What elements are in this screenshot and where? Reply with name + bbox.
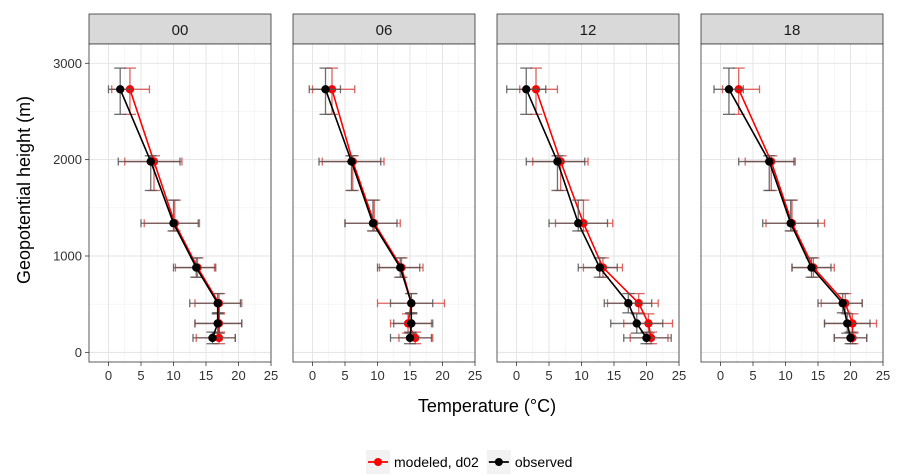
facet-strip-label: 00 xyxy=(172,22,189,39)
y-tick-label: 1000 xyxy=(53,249,82,264)
data-point-observed xyxy=(632,319,641,328)
data-point-observed xyxy=(574,219,583,228)
x-tick-label: 15 xyxy=(607,368,621,383)
facet-strip-label: 06 xyxy=(376,22,393,39)
panel-border xyxy=(700,43,884,363)
x-tick-label: 10 xyxy=(778,368,792,383)
data-point-observed xyxy=(786,219,795,228)
facet-panel-18: 18 0 5 10 15 20 25 xyxy=(700,13,890,383)
legend-key-point xyxy=(494,458,503,466)
y-axis-title: Geopotential height (m) xyxy=(14,96,34,284)
x-axis-title: Temperature (°C) xyxy=(418,396,556,416)
facet-strip-label: 12 xyxy=(580,22,597,39)
panel-border xyxy=(292,43,476,363)
x-tick-label: 20 xyxy=(231,368,245,383)
data-point-observed xyxy=(807,263,816,272)
data-point-observed xyxy=(624,299,633,308)
data-point-observed xyxy=(347,157,356,166)
legend-entry: modeled, d02 xyxy=(366,450,479,474)
x-tick-label: 10 xyxy=(166,368,180,383)
x-tick-label: 25 xyxy=(876,368,890,383)
x-tick-label: 20 xyxy=(843,368,857,383)
panel-border xyxy=(88,43,272,363)
data-point-observed xyxy=(396,263,405,272)
data-point-observed xyxy=(846,333,855,343)
data-point-observed xyxy=(208,333,217,343)
x-tick-label: 0 xyxy=(513,368,520,383)
facet-panel-00: 000 5 10 15 20 25 xyxy=(88,13,278,383)
data-point-observed xyxy=(765,157,774,166)
legend: modeled, d02 observed xyxy=(366,450,572,474)
data-point-observed xyxy=(407,299,416,308)
panel-background xyxy=(497,44,679,362)
data-point-observed xyxy=(724,85,734,94)
panel-border xyxy=(496,43,680,363)
data-point-observed xyxy=(146,157,155,166)
y-tick-label: 2000 xyxy=(53,152,82,167)
legend-label: modeled, d02 xyxy=(394,454,479,470)
facet-panel-06: 06 0 5 10 15 20 25 xyxy=(292,13,482,383)
x-tick-label: 25 xyxy=(468,368,482,383)
data-point-observed xyxy=(405,333,415,343)
legend-label: observed xyxy=(515,454,573,470)
x-tick-label: 5 xyxy=(545,368,552,383)
x-tick-label: 5 xyxy=(341,368,348,383)
series-observed xyxy=(713,67,871,345)
y-tick-label: 0 xyxy=(75,345,82,360)
data-point-observed xyxy=(838,299,847,308)
x-tick-label: 5 xyxy=(749,368,756,383)
data-point-observed xyxy=(192,263,201,272)
x-tick-label: 0 xyxy=(717,368,724,383)
panel-background xyxy=(293,44,475,362)
data-point-observed xyxy=(368,219,378,228)
y-tick-label: 3000 xyxy=(53,56,82,71)
data-point-observed xyxy=(843,319,852,328)
series-observed xyxy=(308,67,434,345)
legend-key-point xyxy=(374,458,382,466)
data-point-observed xyxy=(522,85,531,94)
x-tick-label: 15 xyxy=(199,368,213,383)
data-point-observed xyxy=(213,319,222,328)
facet-strip-label: 18 xyxy=(784,22,801,39)
data-point-observed xyxy=(116,85,125,94)
x-tick-label: 0 xyxy=(309,368,316,383)
facet-strip xyxy=(496,13,680,45)
series-observed xyxy=(107,67,243,345)
x-tick-label: 0 xyxy=(105,368,112,383)
series-observed xyxy=(506,67,672,345)
data-point-observed xyxy=(553,157,562,166)
data-point-observed xyxy=(642,333,651,343)
x-tick-label: 15 xyxy=(811,368,825,383)
data-point-observed xyxy=(407,319,416,328)
x-tick-label: 15 xyxy=(403,368,417,383)
x-tick-label: 25 xyxy=(264,368,278,383)
y-axis: 0 1000 2000 3000 xyxy=(53,56,89,360)
facet-strip xyxy=(700,13,884,45)
facet-strip xyxy=(292,13,476,45)
x-tick-label: 20 xyxy=(639,368,653,383)
data-point-observed xyxy=(321,85,330,94)
data-point-observed xyxy=(595,263,604,272)
x-tick-label: 25 xyxy=(672,368,686,383)
x-tick-label: 20 xyxy=(435,368,449,383)
x-tick-label: 10 xyxy=(574,368,588,383)
panel-background xyxy=(89,44,271,362)
facet-panel-12: 12 0 5 10 15 20 25 xyxy=(496,13,686,383)
legend-entry: observed xyxy=(486,450,573,474)
facet-strip xyxy=(88,13,272,45)
x-tick-label: 10 xyxy=(370,368,384,383)
data-point-observed xyxy=(169,219,178,228)
data-point-observed xyxy=(213,299,222,308)
x-tick-label: 5 xyxy=(137,368,144,383)
